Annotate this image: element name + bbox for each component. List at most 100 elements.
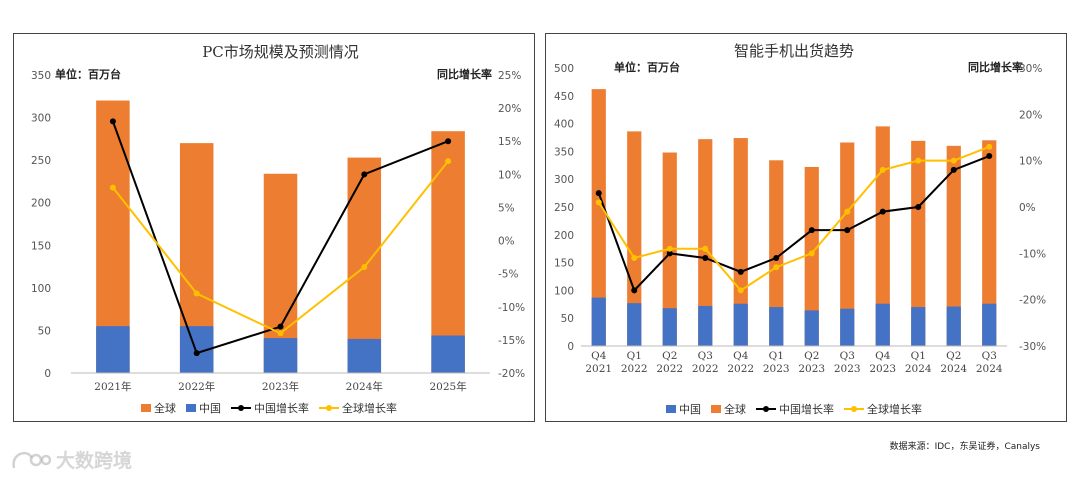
legend-marker-china-growth-line xyxy=(238,405,244,411)
right-axis-tick-label: 0% xyxy=(498,236,515,248)
left-axis-tick-label: 150 xyxy=(554,258,574,270)
left-axis-unit-label: 单位：百万台 xyxy=(614,60,680,74)
x-axis-tick-label: 2023 xyxy=(834,363,861,375)
global-bar xyxy=(982,140,997,346)
global-bar xyxy=(769,160,784,346)
china-growth-point xyxy=(595,190,602,197)
legend-label-china-bar: 中国 xyxy=(199,402,221,415)
left-axis-tick-label: 200 xyxy=(554,230,574,242)
left-axis-tick-label: 0 xyxy=(44,368,51,380)
global-growth-point xyxy=(737,287,744,294)
legend-marker-global-growth-line xyxy=(326,405,332,411)
legend-swatch-china-bar xyxy=(186,404,196,412)
x-axis-tick-label: Q1 xyxy=(911,350,926,362)
china-growth-point xyxy=(277,323,284,330)
legend-label-global-growth-line: 全球增长率 xyxy=(342,401,397,415)
global-bar xyxy=(946,145,961,346)
x-axis-tick-label: 2022 xyxy=(692,363,719,375)
legend-swatch-global-bar xyxy=(711,405,721,413)
right-axis-tick-label: -30% xyxy=(1019,341,1046,353)
x-axis-tick-label: 2023 xyxy=(763,363,790,375)
global-growth-point xyxy=(631,254,638,261)
x-axis-tick-label: Q4 xyxy=(875,350,891,362)
global-growth-point xyxy=(361,264,368,271)
china-growth-point xyxy=(631,287,638,294)
x-axis-tick-label: 2022 xyxy=(727,363,754,375)
x-axis-tick-label: Q3 xyxy=(982,350,997,362)
global-growth-point xyxy=(445,158,452,165)
global-growth-line xyxy=(597,145,990,292)
china-growth-point xyxy=(193,350,200,357)
china-growth-line xyxy=(597,155,990,293)
right-axis-tick-label: -20% xyxy=(1019,295,1046,307)
right-axis-tick-label: -5% xyxy=(498,269,518,281)
legend-label-global-growth-line: 全球增长率 xyxy=(867,402,922,416)
left-axis-tick-label: 300 xyxy=(31,113,51,125)
legend-label-china-bar: 中国 xyxy=(679,403,701,416)
right-axis-tick-label: 20% xyxy=(1019,109,1042,121)
global-growth-point xyxy=(773,264,780,271)
right-axis-tick-label: 10% xyxy=(1019,156,1042,168)
global-bar xyxy=(840,142,855,346)
data-source-note: 数据来源：IDC，东吴证券，Canalys xyxy=(889,442,1040,452)
x-axis-tick-label: Q1 xyxy=(627,350,642,362)
chart-title: PC市场规模及预测情况 xyxy=(202,43,359,61)
right-axis-tick-label: -20% xyxy=(498,368,525,380)
left-axis-tick-label: 50 xyxy=(561,313,574,325)
china-bar xyxy=(591,297,606,346)
x-axis-tick-label: 2024 xyxy=(940,363,967,375)
left-axis-tick-label: 250 xyxy=(31,155,51,167)
china-bar xyxy=(875,303,890,346)
china-bar xyxy=(911,307,926,346)
x-axis-tick-label: 2021年 xyxy=(94,380,131,393)
china-bar xyxy=(804,310,819,346)
china-growth-point xyxy=(950,166,957,173)
global-bar xyxy=(591,89,606,347)
x-axis-tick-label: Q3 xyxy=(698,350,713,362)
right-axis-tick-label: 0% xyxy=(1019,202,1036,214)
left-axis-tick-label: 100 xyxy=(31,283,51,295)
right-axis-tick-label: 30% xyxy=(1019,63,1042,75)
left-axis-tick-label: 300 xyxy=(554,174,574,186)
legend-marker-china-growth-line xyxy=(763,406,769,412)
right-axis-tick-label: 10% xyxy=(498,169,521,181)
left-axis-tick-label: 50 xyxy=(38,325,51,337)
china-bar xyxy=(769,307,784,346)
china-growth-point xyxy=(773,254,780,261)
left-axis-unit-label: 单位：百万台 xyxy=(55,67,121,81)
global-bar xyxy=(875,126,890,346)
china-growth-point xyxy=(844,227,851,234)
left-axis-tick-label: 200 xyxy=(31,198,51,210)
global-bar xyxy=(627,131,642,346)
watermark-logo-icon xyxy=(12,451,52,468)
right-axis-tick-label: 5% xyxy=(498,202,515,214)
china-bar xyxy=(840,308,855,346)
x-axis-tick-label: 2023 xyxy=(798,363,825,375)
global-growth-point xyxy=(879,166,886,173)
china-growth-point xyxy=(109,118,116,125)
global-growth-point xyxy=(193,290,200,297)
global-growth-point xyxy=(666,245,673,252)
china-bar xyxy=(263,338,298,373)
right-axis-tick-label: 20% xyxy=(498,103,521,115)
china-growth-point xyxy=(737,268,744,275)
smartphone-shipment-chart-panel: 智能手机出货趋势 单位：百万台 同比增长率 0 50 100 150 200 250 300 350… xyxy=(545,33,1067,422)
watermark-text: 大数跨境 xyxy=(56,450,133,472)
china-growth-point xyxy=(879,208,886,215)
left-axis-tick-label: 450 xyxy=(554,91,574,103)
global-bar xyxy=(431,131,465,373)
x-axis-tick-label: Q2 xyxy=(804,350,819,362)
right-axis-unit-label: 同比增长率 xyxy=(437,67,492,81)
legend-label-china-growth-line: 中国增长率 xyxy=(254,401,309,415)
china-bar xyxy=(982,303,997,346)
legend-label-global-bar: 全球 xyxy=(154,401,176,415)
x-axis-tick-label: Q2 xyxy=(662,350,677,362)
x-axis-tick-label: 2021 xyxy=(585,363,612,375)
x-axis-tick-label: Q2 xyxy=(946,350,961,362)
right-axis-tick-label: 25% xyxy=(498,70,521,82)
left-axis-tick-label: 0 xyxy=(567,341,574,353)
x-axis-tick-label: Q1 xyxy=(769,350,784,362)
x-axis-tick-label: Q4 xyxy=(733,350,749,362)
left-axis-tick-label: 250 xyxy=(554,202,574,214)
